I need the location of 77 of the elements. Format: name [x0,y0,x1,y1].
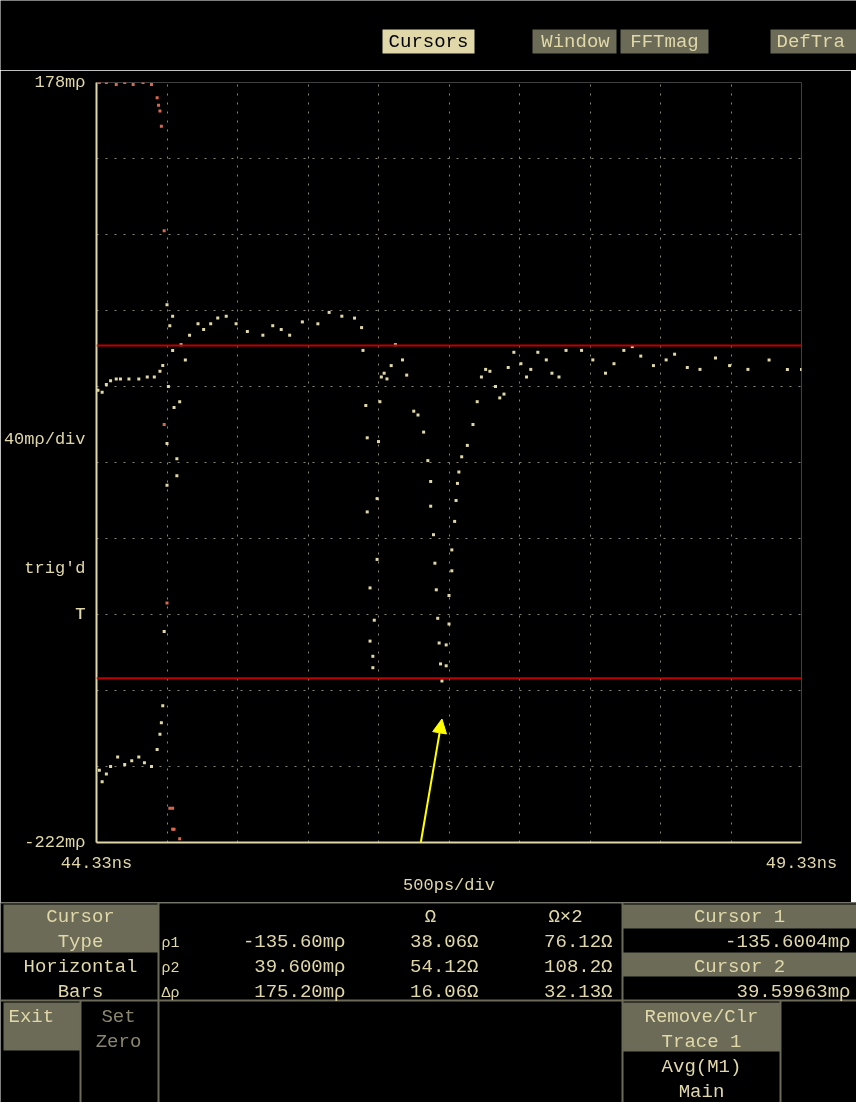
point [109,765,113,768]
point [155,747,159,751]
text: DefTra [776,30,845,53]
text: Type [57,930,104,953]
text: 39.600mρ [254,955,346,978]
point [130,759,134,763]
y-tick-label: 178mρ [34,73,86,92]
point [162,423,166,426]
point [149,765,153,768]
point [165,303,169,307]
text: FFTmag [630,30,699,53]
text: Main [678,1080,725,1102]
text: Ω×2 [548,905,583,928]
point [178,400,182,404]
text: Δρ [161,985,180,1002]
text: Ω [424,905,437,928]
text: Exit [8,1005,55,1028]
text: Bars [57,980,104,1003]
point [100,780,104,784]
text: trig'd [24,559,86,579]
text: 76.12Ω [544,930,613,953]
point [162,630,166,634]
text: 32.13Ω [544,980,613,1003]
point [166,385,170,388]
text: Horizontal [23,955,138,978]
x-tick-label: 49.33ns [765,853,838,873]
text: 175.20mρ [254,980,346,1003]
point [165,442,169,445]
point [159,124,163,128]
text: 108.2Ω [544,955,613,978]
text: Cursor 2 [693,955,786,978]
point [97,768,101,772]
point [137,755,141,759]
text: Cursor [46,905,115,928]
point [172,405,176,409]
text: -135.60mρ [242,930,346,953]
point [131,82,135,86]
text: 38.06Ω [410,930,479,953]
point [162,229,166,233]
text: 16.06Ω [410,980,479,1003]
point [168,806,172,810]
text: ρ2 [161,960,180,977]
text: Trace 1 [661,1030,742,1053]
point [104,772,108,776]
point [155,96,159,100]
text: T [75,605,86,624]
point [157,103,161,107]
text: Zero [95,1030,142,1053]
point [161,704,165,708]
text: 54.12Ω [410,955,479,978]
x-axis-title: 500ps/div [403,875,495,895]
point [165,601,169,605]
point [158,732,162,736]
text: Avg(M1) [661,1055,742,1078]
text: ρ1 [161,935,180,952]
point [171,806,175,810]
y-axis-title: 40mρ/div [3,430,86,450]
y-tick-label: -222mρ [24,833,86,852]
text: Set [101,1005,136,1028]
point [178,837,182,841]
text: Window [541,30,611,53]
text: 39.59963mρ [736,980,851,1003]
point [175,457,179,461]
point [159,721,163,725]
point [158,109,162,113]
point [149,82,153,86]
point [142,761,146,765]
text: Remove/Clr [644,1005,759,1028]
x-tick-label: 44.33ns [60,853,133,873]
point [175,474,179,478]
point [116,755,120,759]
point [123,763,127,767]
point [165,483,169,487]
point [114,82,118,86]
text: Cursor 1 [693,905,786,928]
text: -135.6004mρ [725,930,851,953]
text: Cursors [388,30,469,53]
